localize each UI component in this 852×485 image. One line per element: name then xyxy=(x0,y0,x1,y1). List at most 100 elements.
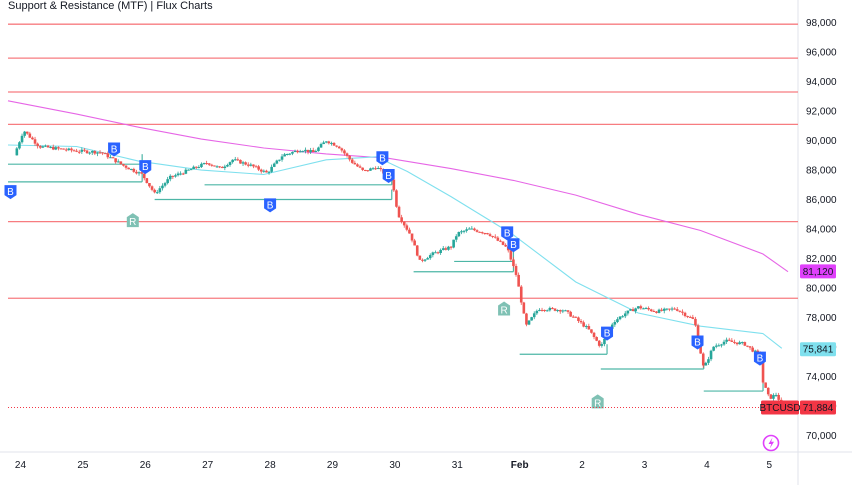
candle-body xyxy=(361,167,364,170)
candle-body xyxy=(764,382,767,388)
candle-body xyxy=(613,322,617,325)
candle-body xyxy=(288,153,292,155)
candle-body xyxy=(135,171,138,174)
candle-body xyxy=(122,164,125,166)
bolt-icon[interactable] xyxy=(762,434,780,452)
price-tag xyxy=(800,342,836,357)
retest-marker-label: R xyxy=(129,217,136,228)
moving-average-ma_slow xyxy=(7,100,789,273)
candle-body xyxy=(696,325,700,341)
y-tick-label: 86,000 xyxy=(806,195,837,206)
break-marker xyxy=(139,160,152,175)
candle-body xyxy=(603,338,606,345)
candle-body xyxy=(72,150,76,152)
candle-body xyxy=(366,170,370,172)
candle-body xyxy=(101,152,104,154)
candle-body xyxy=(376,168,380,170)
y-tick-label: 70,000 xyxy=(806,431,837,442)
candle-body xyxy=(519,286,523,303)
candle-body xyxy=(241,162,245,164)
x-tick-label: 27 xyxy=(202,460,214,471)
retest-marker xyxy=(591,394,604,409)
candle-body xyxy=(171,175,175,177)
candle-body xyxy=(665,308,669,310)
candle-body xyxy=(460,231,463,233)
candle-body xyxy=(189,169,193,171)
x-tick-label: 2 xyxy=(579,460,585,471)
price-tag xyxy=(800,400,836,415)
candle-body xyxy=(558,310,562,312)
candle-body xyxy=(397,206,401,218)
candle-body xyxy=(46,145,50,148)
candle-body xyxy=(306,149,310,153)
candle-body xyxy=(504,244,507,247)
candle-body xyxy=(301,151,305,153)
candle-body xyxy=(738,342,741,345)
candle-body xyxy=(740,342,744,344)
candle-body xyxy=(727,339,731,341)
candle-body xyxy=(704,362,708,366)
x-tick-label: 28 xyxy=(265,460,277,471)
candle-body xyxy=(434,252,437,254)
candle-body xyxy=(179,173,182,175)
candle-body xyxy=(730,340,734,342)
break-marker-label: B xyxy=(757,354,764,365)
candle-body xyxy=(496,237,500,241)
candle-body xyxy=(252,164,255,167)
candle-body xyxy=(345,153,349,156)
candle-body xyxy=(327,141,331,144)
moving-average-ma_fast xyxy=(7,144,783,349)
candle-body xyxy=(402,221,406,226)
candle-body xyxy=(488,234,492,236)
candle-body xyxy=(254,166,258,168)
y-tick-label: 80,000 xyxy=(806,283,837,294)
break-marker-label: B xyxy=(111,144,118,155)
candle-body xyxy=(465,229,468,231)
candle-body xyxy=(353,162,357,165)
candle-body xyxy=(694,318,697,326)
candle-body xyxy=(532,313,536,318)
candle-body xyxy=(18,142,21,149)
break-marker-label: B xyxy=(604,329,611,340)
break-marker xyxy=(382,168,395,183)
candle-body xyxy=(226,164,229,167)
candle-body xyxy=(470,228,474,230)
candle-body xyxy=(681,311,684,313)
candle-body xyxy=(582,322,585,327)
candle-body xyxy=(392,179,396,191)
candle-body xyxy=(231,159,234,163)
candle-body xyxy=(597,340,601,346)
candle-body xyxy=(553,308,557,311)
candle-body xyxy=(561,310,565,312)
candle-body xyxy=(257,166,260,170)
candle-body xyxy=(124,165,128,168)
candle-body xyxy=(457,232,461,237)
candle-body xyxy=(467,228,471,230)
candle-body xyxy=(369,168,372,171)
candle-body xyxy=(267,171,271,173)
candle-body xyxy=(709,350,713,360)
break-marker-label: B xyxy=(267,200,274,211)
candle-body xyxy=(746,345,749,347)
candle-body xyxy=(400,217,403,222)
break-marker xyxy=(264,198,277,213)
candle-body xyxy=(127,167,130,170)
x-tick-label: 31 xyxy=(452,460,464,471)
candle-body xyxy=(363,169,367,171)
candle-body xyxy=(168,175,172,180)
symbol-tag xyxy=(761,400,799,415)
candle-body xyxy=(577,317,580,321)
candle-body xyxy=(579,320,583,323)
candle-body xyxy=(38,146,42,148)
candle-body xyxy=(618,316,622,320)
candle-body xyxy=(324,141,328,143)
candle-body xyxy=(343,150,346,154)
candle-body xyxy=(223,166,227,169)
candle-body xyxy=(236,159,240,161)
candle-body xyxy=(660,309,663,311)
candle-body xyxy=(155,192,159,194)
candle-body xyxy=(358,166,362,168)
candle-body xyxy=(145,178,149,184)
